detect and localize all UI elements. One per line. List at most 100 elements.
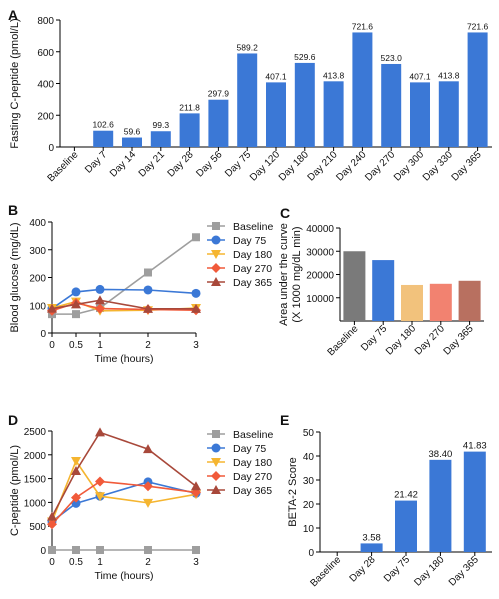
bar [150, 131, 171, 147]
data-label: 407.1 [265, 71, 287, 81]
bar [343, 251, 366, 321]
legend-marker-day-270 [211, 471, 221, 481]
x-tick-label: 0 [49, 340, 55, 351]
x-tick-label: Day 75 [382, 554, 412, 584]
data-point-day-270 [47, 519, 57, 530]
legend-marker-baseline [212, 430, 220, 438]
x-tick-label: 0.5 [69, 557, 83, 568]
x-tick-label: 2 [145, 557, 151, 568]
y-tick-label: 400 [29, 218, 46, 229]
data-label: 38.40 [429, 449, 453, 460]
x-tick-label: 0 [49, 557, 55, 568]
data-point-baseline [72, 546, 80, 554]
panel-c-letter: C [280, 205, 290, 221]
x-tick-label: Day 270 [413, 323, 447, 357]
data-point-day-180 [143, 498, 153, 508]
panel-e-letter: E [280, 412, 289, 428]
y-tick-label: 30000 [306, 247, 334, 258]
bar [352, 32, 373, 147]
x-tick-label: Day 56 [194, 149, 224, 179]
y-tick-label: 0 [40, 329, 46, 340]
bar [208, 99, 229, 147]
data-point-day-75 [191, 288, 201, 298]
panel-b-letter: B [8, 202, 18, 218]
legend-marker-baseline [212, 222, 220, 230]
data-label: 99.3 [153, 120, 170, 130]
data-point-day-75 [71, 287, 81, 297]
data-point-day-270 [71, 492, 81, 503]
legend-label-day-365: Day 365 [233, 277, 272, 289]
bar [438, 81, 459, 147]
y-tick-label: 10 [303, 524, 315, 535]
data-label: 529.6 [294, 52, 316, 62]
x-tick-label: Day 28 [166, 149, 196, 179]
bar [429, 459, 452, 552]
x-tick-label: Day 120 [248, 149, 282, 183]
data-point-day-75 [95, 284, 105, 294]
data-point-day-365 [191, 481, 201, 491]
bar [467, 32, 488, 147]
legend-label-day-75: Day 75 [233, 443, 266, 455]
data-label: 413.8 [323, 70, 345, 80]
y-axis-title: Blood glucose (mg/dL) [9, 222, 21, 332]
panel-e: E 0 10 20 30 40 50 Baseline 3.58 Day 28 21.42 Day … [280, 412, 492, 589]
bar [458, 280, 481, 321]
data-point-day-365 [95, 427, 105, 437]
data-label: 3.58 [362, 532, 381, 543]
x-tick-label: 3 [193, 557, 199, 568]
y-tick-label: 0 [308, 548, 314, 559]
y-tick-label: 50 [303, 428, 315, 439]
x-tick-label: Day 7 [83, 149, 110, 176]
x-tick-label: Day 14 [108, 149, 138, 179]
x-tick-label: Day 300 [392, 149, 426, 183]
data-point-baseline [144, 268, 152, 277]
bar [429, 283, 452, 321]
y-tick-label: 200 [37, 111, 54, 122]
y-tick-label: 2500 [24, 427, 47, 438]
legend-marker-day-75 [211, 235, 221, 245]
panel-a-letter: A [8, 7, 18, 23]
data-point-day-270 [143, 481, 153, 492]
bar [360, 543, 383, 552]
x-tick-label: Day 180 [412, 554, 446, 588]
x-tick-label: Day 210 [306, 149, 340, 183]
bar [93, 130, 114, 147]
data-point-day-365 [47, 511, 57, 521]
data-point-baseline [192, 233, 200, 242]
data-label: 211.8 [179, 102, 200, 112]
data-label: 413.8 [438, 70, 460, 80]
y-tick-label: 200 [29, 274, 46, 285]
y-tick-label: 800 [37, 16, 54, 27]
panel-d: D 0 500 1000 1500 2000 2500 0 0.5 1 2 3 Time (hours… [8, 412, 273, 582]
y-axis-title-units: (X 1000 mg/dL min) [291, 226, 303, 322]
legend-marker-day-180 [211, 250, 221, 259]
legend-label-day-365: Day 365 [233, 485, 272, 497]
y-tick-label: 1000 [24, 498, 47, 509]
x-tick-label: 1 [97, 340, 103, 351]
x-tick-label: 2 [145, 340, 151, 351]
bar [323, 81, 344, 147]
x-tick-label: 3 [193, 340, 199, 351]
data-point-day-270 [95, 476, 105, 487]
x-axis-title: Time (hours) [94, 353, 153, 365]
bar [122, 137, 142, 147]
y-tick-label: 30 [303, 476, 315, 487]
data-point-day-365 [71, 465, 81, 475]
x-tick-label: 0.5 [69, 340, 83, 351]
y-axis-title: Area under the curve [278, 223, 290, 326]
x-tick-label: Baseline [46, 149, 81, 184]
y-tick-label: 1500 [24, 475, 47, 486]
x-axis-title: Time (hours) [94, 570, 153, 582]
legend-marker-day-75 [211, 443, 221, 453]
x-tick-label: Day 365 [450, 149, 484, 183]
data-point-baseline [72, 310, 80, 319]
data-label: 721.6 [352, 21, 374, 31]
y-tick-label: 300 [29, 246, 46, 257]
y-tick-label: 400 [37, 80, 54, 91]
bar [463, 451, 486, 552]
data-label: 59.6 [124, 127, 141, 137]
data-point-baseline [192, 546, 200, 554]
y-tick-label: 500 [29, 522, 46, 533]
